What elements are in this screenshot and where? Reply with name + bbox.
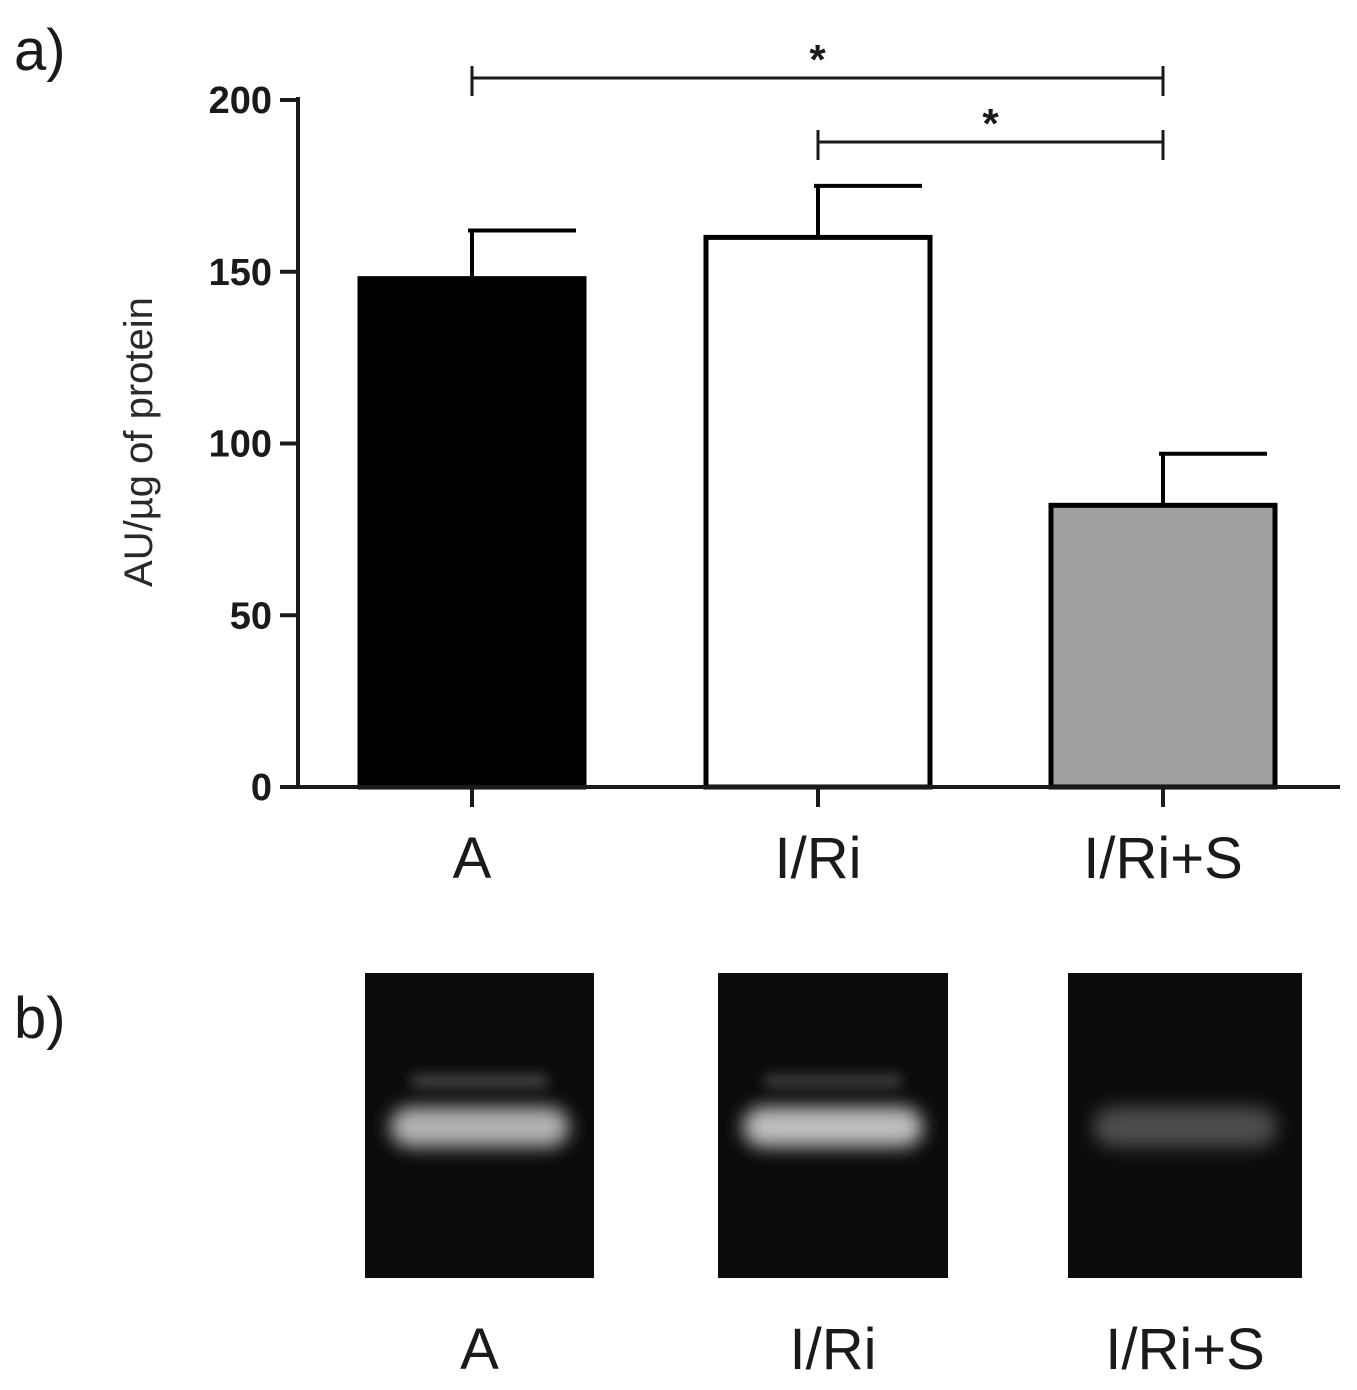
y-tick-label: 100 xyxy=(209,424,272,466)
bar-chart: AU/µg of protein 0 50 100 150 200 A I/Ri I/Ri+… xyxy=(117,36,1340,891)
panel-a-label: a) xyxy=(14,18,66,83)
y-tick-label: 0 xyxy=(251,767,272,809)
gel-panel: A I/Ri I/Ri+S xyxy=(365,973,1302,1382)
significance-marker: * xyxy=(809,36,826,83)
y-tick-label: 150 xyxy=(209,252,272,294)
significance-brackets: ** xyxy=(470,36,1165,160)
y-tick-label: 200 xyxy=(209,80,272,122)
gel-upper-band xyxy=(763,1074,903,1088)
y-axis-label: AU/µg of protein xyxy=(117,297,161,587)
significance-marker: * xyxy=(982,100,999,147)
x-tick-label: I/Ri+S xyxy=(1083,826,1243,891)
panel-b-label: b) xyxy=(14,986,66,1051)
gel-band xyxy=(1093,1107,1277,1147)
gel-band xyxy=(743,1107,923,1147)
gel-lane-label: I/Ri+S xyxy=(1105,1317,1265,1382)
bars xyxy=(357,234,1278,790)
bar xyxy=(703,234,933,790)
gel-band xyxy=(390,1107,569,1147)
x-tick-label: A xyxy=(453,826,492,891)
y-axis-ticks: 0 50 100 150 200 xyxy=(209,80,298,809)
bar xyxy=(1048,502,1278,790)
bar xyxy=(357,276,587,790)
gel-lane-label: I/Ri xyxy=(790,1317,877,1382)
gel-upper-band xyxy=(410,1074,549,1088)
x-axis-ticks: A I/Ri I/Ri+S xyxy=(453,787,1243,891)
x-tick-label: I/Ri xyxy=(775,826,862,891)
error-bars xyxy=(468,183,1267,506)
y-tick-label: 50 xyxy=(230,595,272,637)
gel-lane-label: A xyxy=(460,1317,499,1382)
